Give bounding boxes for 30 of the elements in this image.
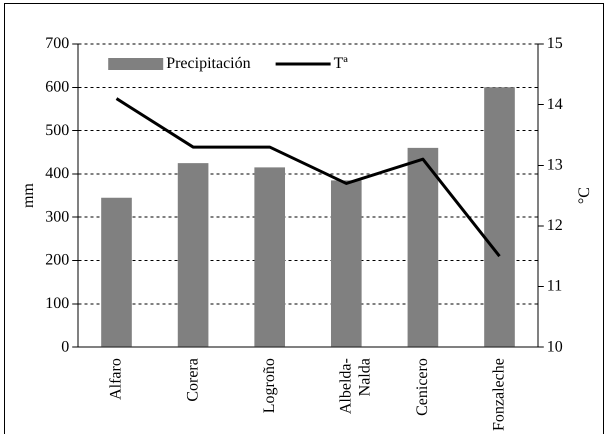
y-axis-title: mm (20, 182, 37, 208)
bar (408, 148, 438, 347)
bar (254, 167, 286, 347)
y-tick-label: 500 (45, 122, 70, 139)
y-tick-label: 300 (45, 208, 70, 226)
legend-label: Tª (334, 55, 348, 72)
y2-axis-title: °C (576, 187, 594, 204)
x-tick-label: Albelda-Nalda (338, 358, 374, 414)
y-tick-label: 700 (45, 35, 70, 52)
y2-tick-label: 13 (546, 156, 563, 174)
x-tick-label: Logroño (260, 358, 278, 414)
y2-tick-label: 14 (546, 96, 563, 113)
y-tick-label: 0 (61, 338, 70, 356)
y-tick-label: 600 (45, 78, 70, 96)
y2-tick-label: 10 (546, 338, 563, 356)
x-tick-label: Alfaro (108, 358, 125, 400)
y2-tick-label: 11 (546, 278, 562, 295)
y-tick-label: 100 (45, 295, 70, 312)
y2-tick-label: 12 (546, 217, 563, 234)
bar (101, 198, 132, 347)
bar (484, 87, 515, 347)
y-tick-label: 400 (45, 165, 70, 182)
bar (330, 180, 362, 347)
y2-tick-label: 15 (546, 35, 563, 52)
x-tick-label: Corera (184, 358, 202, 402)
legend-label: Precipitación (166, 55, 251, 72)
x-tick-label: Cenicero (414, 358, 432, 416)
y-tick-label: 200 (45, 252, 70, 269)
bar (178, 163, 208, 347)
x-tick-label: Fonzaleche (490, 358, 508, 432)
